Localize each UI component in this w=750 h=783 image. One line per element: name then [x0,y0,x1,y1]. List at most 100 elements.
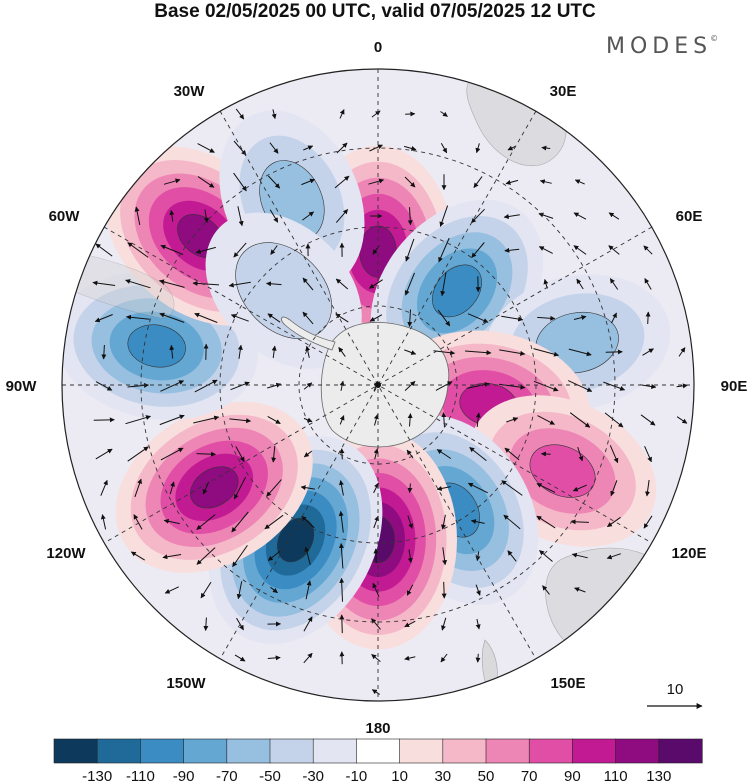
wind-arrow [203,617,209,631]
wind-arrow [302,311,314,325]
wind-arrow [200,581,212,599]
colorbar-bin [528,738,574,764]
map-title: Base 02/05/2025 00 UTC, valid 07/05/2025… [154,1,596,22]
wind-arrow [92,280,116,286]
wind-arrow [407,515,414,529]
wind-arrow [469,447,487,461]
lon-label-150w: 150W [166,675,206,692]
wind-arrow [440,653,448,663]
colorbar-bin [356,738,401,764]
wind-arrow [539,550,553,562]
wind-arrow [608,245,620,255]
colorbar-tick-label: -130 [82,768,112,783]
wind-arrow [678,347,686,357]
wind-arrow [159,312,185,323]
wind-arrow [407,413,413,427]
wind-arrow [193,415,220,424]
south-america-landmass [62,249,175,319]
wind-arrow [234,654,246,662]
wind-arrow [373,448,379,460]
wind-arrow [339,109,345,119]
wind-arrow [302,277,314,291]
wind-arrow [542,585,550,595]
wind-arrow [643,515,653,529]
wind-arrow [101,344,107,360]
wind-arrow [404,272,415,296]
wind-arrow [538,212,554,219]
wind-arrow [194,312,218,323]
wind-arrow [237,344,243,359]
colorbar-tick-label: -10 [346,768,368,783]
wind-arrow [576,278,584,290]
wind-arrow [196,451,216,457]
wind-arrow [160,447,184,461]
wind-arrow [196,547,216,565]
wind-arrow [505,179,519,185]
wind-arrow [267,655,281,661]
colorbar-tick-label: -70 [216,768,238,783]
wind-arrow [441,617,447,631]
wind-arrow [475,412,481,428]
lon-label-60w: 60W [49,208,81,225]
wind-arrow [334,175,350,189]
colorbar-tick-label: 10 [391,768,408,783]
wind-arrow [232,545,248,568]
lon-label-60e: 60E [676,208,703,225]
colorbar-tick-label: 30 [434,768,451,783]
colorbar-bin [485,738,530,764]
wind-arrow [159,279,185,288]
wind-arrow [501,315,524,322]
wind-arrow [407,309,413,327]
wind-arrow [338,346,346,357]
wind-arrow [95,448,113,460]
wind-arrow [371,654,381,662]
south-pole-marker [375,382,381,388]
wind-arrow [404,176,416,188]
wind-arrow [441,514,446,530]
wind-arrow [373,414,379,426]
wind-arrow [192,280,220,286]
wind-arrow [405,238,415,262]
anomaly-contour [127,324,186,368]
wind-arrow [368,279,383,289]
wind-arrow [437,309,451,327]
wind-arrow [368,178,385,185]
anomaly-cell-negative [62,271,258,421]
wind-arrow [269,209,279,223]
wind-arrow [573,245,587,255]
colorbar-tick-label: 50 [478,768,495,783]
modes-logo: MODES© [606,34,718,59]
wind-arrow [271,345,277,358]
wind-arrow [338,510,344,533]
wind-arrow [606,553,621,560]
wind-arrow [100,514,107,530]
wind-arrow [270,586,278,594]
wind-arrow [127,242,149,258]
wind-arrow [406,584,414,596]
colorbar-bin [53,738,98,764]
antarctic-peninsula [281,316,336,351]
colorbar-tick-label: -90 [173,768,195,783]
wind-arrow [203,209,209,223]
wind-arrow [536,515,556,529]
wind-arrow [645,479,650,497]
lon-label-120w: 120W [46,545,86,562]
wind-arrow [568,348,592,357]
wind-arrow [303,382,313,390]
wind-arrow [403,145,417,151]
wind-arrow [603,381,626,391]
wind-arrow [159,414,185,426]
wind-arrow [441,581,447,599]
wind-arrow [125,279,151,289]
wind-arrow [533,380,559,392]
wind-arrow [541,145,551,151]
lon-label-30e: 30E [550,83,577,100]
wind-arrow [609,445,619,464]
wind-arrow [230,314,249,322]
wind-arrow [95,243,113,257]
wind-arrow [235,446,245,463]
wind-arrow [475,653,481,663]
colorbar-tick-labels: -130 -110 -90 -70 -50 -30 -10 10 30 50 70 90 110 130 [82,768,671,783]
wind-arrow [266,479,282,497]
